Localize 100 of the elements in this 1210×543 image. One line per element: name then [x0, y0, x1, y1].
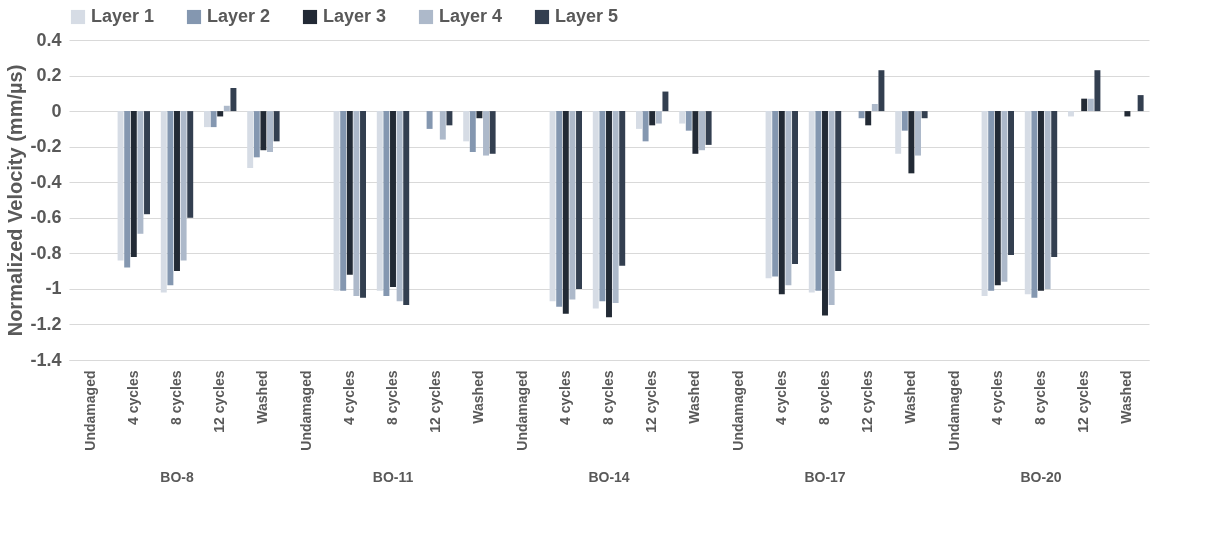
x-tick-label: 4 cycles [988, 370, 1005, 425]
bar [353, 111, 360, 296]
bar [792, 111, 798, 264]
bar [655, 111, 662, 124]
legend-label: Layer 3 [323, 6, 387, 26]
x-tick-label: Washed [470, 370, 487, 424]
bar [649, 111, 656, 126]
text: BO-20 [1020, 469, 1062, 485]
x-tick-label: Washed [902, 370, 919, 424]
x-tick-label: 12 cycles [859, 370, 876, 433]
bar [901, 111, 908, 131]
y-tick-label: -1 [45, 278, 62, 299]
bar [871, 104, 878, 112]
y-tick-label: -0.6 [30, 207, 62, 228]
y-tick-label: 0.2 [36, 65, 62, 86]
bar [835, 111, 842, 272]
bar [439, 111, 446, 140]
bar [383, 111, 390, 296]
x-tick-label: 8 cycles [600, 370, 616, 425]
bar [915, 111, 921, 156]
text: BO-8 [160, 469, 194, 485]
x-tick-label: Washed [686, 370, 703, 424]
y-tick-label: 0 [51, 100, 62, 121]
bar [469, 111, 476, 152]
x-tick-label: 12 cycles [643, 370, 660, 433]
bar [1087, 98, 1094, 112]
bar [1051, 111, 1058, 257]
y-tick-label: 0.4 [36, 29, 62, 50]
x-tick-label: 8 cycles [384, 370, 400, 425]
bar [612, 111, 619, 304]
bar [828, 111, 835, 305]
bar [705, 111, 712, 145]
x-tick-label: 4 cycles [124, 370, 141, 425]
legend-label: Layer 5 [555, 6, 619, 26]
x-tick-label: 8 cycles [1032, 370, 1048, 425]
bar [489, 111, 496, 154]
y-tick-label: -1.2 [30, 313, 62, 334]
x-tick-label: 8 cycles [168, 370, 184, 425]
bar [396, 111, 403, 302]
bar [273, 111, 280, 142]
bar [921, 111, 928, 119]
bar [210, 111, 217, 128]
x-tick-label: Undamaged [729, 370, 746, 451]
bar [180, 111, 187, 261]
bar [230, 88, 237, 112]
bar [878, 70, 885, 112]
x-tick-label: 12 cycles [1075, 370, 1092, 433]
bar [785, 111, 792, 286]
bar [267, 111, 273, 152]
bar [446, 111, 453, 126]
bar [994, 111, 1001, 286]
legend-label: Layer 4 [439, 6, 503, 26]
bar [988, 111, 995, 291]
bar [390, 111, 396, 288]
bar [174, 111, 180, 272]
bar [642, 111, 649, 142]
bar [260, 111, 267, 151]
x-tick-label: Undamaged [945, 370, 962, 451]
bar [1038, 111, 1044, 291]
bar [562, 111, 569, 314]
legend-label: Layer 1 [91, 6, 155, 26]
bar [1044, 111, 1051, 289]
bar [778, 111, 785, 295]
x-tick-label: Undamaged [297, 370, 314, 451]
bar [692, 111, 699, 154]
bar [346, 111, 353, 275]
y-axis-title: Normalized Velocity (mm/µs) [4, 64, 27, 337]
bar [556, 111, 563, 307]
x-tick-label: 12 cycles [427, 370, 444, 433]
text: BO-14 [588, 469, 630, 485]
bar [1124, 111, 1131, 117]
bar [340, 111, 347, 291]
x-tick-label: Washed [1118, 370, 1135, 424]
bar [1081, 98, 1088, 112]
bar [858, 111, 865, 119]
bar [223, 105, 230, 112]
x-tick-label: 12 cycles [211, 370, 228, 433]
bar [569, 111, 576, 300]
x-tick-label: 8 cycles [816, 370, 832, 425]
bar [217, 111, 224, 117]
bar [599, 111, 606, 302]
bar [1137, 95, 1144, 112]
y-tick-label: -0.2 [30, 136, 62, 157]
bar [1094, 70, 1101, 112]
bar [167, 111, 174, 286]
bar [483, 111, 489, 156]
bar [815, 111, 822, 291]
x-tick-label: Undamaged [81, 370, 98, 451]
bar [606, 111, 612, 318]
bar [772, 111, 779, 277]
x-tick-label: 4 cycles [772, 370, 789, 425]
bar [619, 111, 626, 266]
bar [144, 111, 150, 215]
x-tick-label: Washed [254, 370, 271, 424]
text: BO-11 [372, 469, 414, 485]
bar [187, 111, 194, 218]
x-tick-label: 4 cycles [556, 370, 573, 425]
y-tick-label: -0.4 [30, 171, 62, 192]
bar [1031, 111, 1038, 298]
bar [124, 111, 131, 268]
